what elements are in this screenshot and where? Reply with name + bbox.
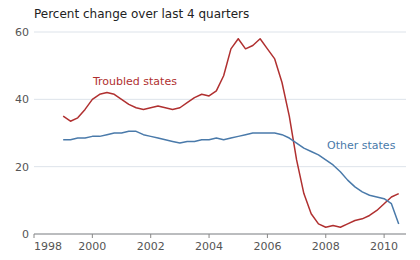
x-tick-label: 1998 [34, 240, 62, 253]
x-tick-label: 2004 [195, 240, 223, 253]
grid-line [34, 166, 406, 167]
x-tick [92, 234, 93, 238]
y-tick-label: 40 [15, 93, 29, 106]
y-tick-label: 20 [15, 161, 29, 174]
chart: Percent change over last 4 quarters 0 20 40… [0, 0, 420, 260]
x-tick [384, 234, 385, 238]
x-tick-label: 2000 [78, 240, 106, 253]
x-tick [325, 234, 326, 238]
x-tick [34, 234, 35, 238]
x-tick-label: 2010 [370, 240, 398, 253]
grid-line [34, 99, 406, 100]
x-tick [267, 234, 268, 238]
x-tick-label: 2008 [312, 240, 340, 253]
series-line [63, 131, 399, 224]
y-tick-label: 0 [22, 228, 29, 241]
x-tick [209, 234, 210, 238]
plot-area [63, 39, 399, 228]
series-line [63, 39, 399, 228]
x-axis-line [34, 234, 406, 235]
series-label: Troubled states [92, 75, 177, 88]
x-tick [150, 234, 151, 238]
x-tick-label: 2006 [253, 240, 281, 253]
grid-line [34, 234, 406, 235]
series-label: Other states [327, 139, 396, 152]
y-tick-label: 60 [15, 26, 29, 39]
grid-line [34, 32, 406, 33]
title: Percent change over last 4 quarters [34, 7, 249, 21]
x-tick-label: 2002 [137, 240, 165, 253]
